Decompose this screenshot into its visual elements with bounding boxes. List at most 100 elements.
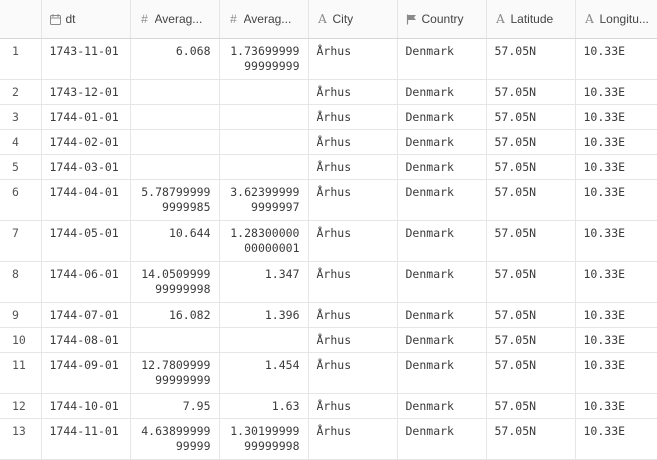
table-row[interactable]: 6 1744-04-01 5.787999999999985 3.6239999999… xyxy=(0,179,657,221)
average-temperature-cell[interactable] xyxy=(130,79,220,105)
table-row[interactable]: 9 1744-07-01 16.082 1.396 Århus Denmark 57.05N… xyxy=(0,302,657,328)
city-cell[interactable]: Århus xyxy=(308,154,398,180)
latitude-cell[interactable]: 57.05N xyxy=(486,79,576,105)
header-latitude[interactable]: A Latitude xyxy=(486,0,576,39)
average-temperature-cell[interactable]: 7.95 xyxy=(130,393,220,419)
table-row[interactable]: 12 1744-10-01 7.95 1.63 Århus Denmark 57.05N 10… xyxy=(0,393,657,419)
row-index-cell[interactable]: 13 xyxy=(0,418,42,460)
average-uncertainty-cell[interactable] xyxy=(219,79,309,105)
country-cell[interactable]: Denmark xyxy=(397,261,487,303)
city-cell[interactable]: Århus xyxy=(308,129,398,155)
average-temperature-cell[interactable]: 14.050999999999998 xyxy=(130,261,220,303)
date-cell[interactable]: 1744-02-01 xyxy=(41,129,131,155)
country-cell[interactable]: Denmark xyxy=(397,104,487,130)
date-cell[interactable]: 1744-06-01 xyxy=(41,261,131,303)
average-temperature-cell[interactable]: 5.787999999999985 xyxy=(130,179,220,221)
date-cell[interactable]: 1744-01-01 xyxy=(41,104,131,130)
country-cell[interactable]: Denmark xyxy=(397,154,487,180)
city-cell[interactable]: Århus xyxy=(308,352,398,394)
longitude-cell[interactable]: 10.33E xyxy=(575,129,657,155)
table-row[interactable]: 5 1744-03-01 Århus Denmark 57.05N 10.33E xyxy=(0,154,657,180)
row-index-cell[interactable]: 9 xyxy=(0,302,42,328)
date-cell[interactable]: 1744-05-01 xyxy=(41,220,131,262)
header-dt[interactable]: dt xyxy=(41,0,131,39)
longitude-cell[interactable]: 10.33E xyxy=(575,179,657,221)
city-cell[interactable]: Århus xyxy=(308,179,398,221)
country-cell[interactable]: Denmark xyxy=(397,302,487,328)
latitude-cell[interactable]: 57.05N xyxy=(486,393,576,419)
table-row[interactable]: 4 1744-02-01 Århus Denmark 57.05N 10.33E xyxy=(0,129,657,155)
row-index-cell[interactable]: 1 xyxy=(0,38,42,80)
city-cell[interactable]: Århus xyxy=(308,220,398,262)
average-uncertainty-cell[interactable]: 1.454 xyxy=(219,352,309,394)
latitude-cell[interactable]: 57.05N xyxy=(486,220,576,262)
row-index-cell[interactable]: 4 xyxy=(0,129,42,155)
average-uncertainty-cell[interactable]: 1.63 xyxy=(219,393,309,419)
average-uncertainty-cell[interactable]: 1.7369999999999999 xyxy=(219,38,309,80)
header-longitude[interactable]: A Longitu... xyxy=(575,0,657,39)
average-temperature-cell[interactable]: 16.082 xyxy=(130,302,220,328)
header-city[interactable]: A City xyxy=(308,0,398,39)
date-cell[interactable]: 1744-03-01 xyxy=(41,154,131,180)
country-cell[interactable]: Denmark xyxy=(397,129,487,155)
longitude-cell[interactable]: 10.33E xyxy=(575,418,657,460)
latitude-cell[interactable]: 57.05N xyxy=(486,154,576,180)
average-temperature-cell[interactable] xyxy=(130,104,220,130)
longitude-cell[interactable]: 10.33E xyxy=(575,79,657,105)
row-index-cell[interactable]: 7 xyxy=(0,220,42,262)
country-cell[interactable]: Denmark xyxy=(397,393,487,419)
latitude-cell[interactable]: 57.05N xyxy=(486,302,576,328)
date-cell[interactable]: 1744-10-01 xyxy=(41,393,131,419)
country-cell[interactable]: Denmark xyxy=(397,327,487,353)
latitude-cell[interactable]: 57.05N xyxy=(486,418,576,460)
average-uncertainty-cell[interactable] xyxy=(219,104,309,130)
city-cell[interactable]: Århus xyxy=(308,393,398,419)
country-cell[interactable]: Denmark xyxy=(397,220,487,262)
latitude-cell[interactable]: 57.05N xyxy=(486,38,576,80)
latitude-cell[interactable]: 57.05N xyxy=(486,327,576,353)
row-index-cell[interactable]: 12 xyxy=(0,393,42,419)
average-uncertainty-cell[interactable] xyxy=(219,154,309,180)
longitude-cell[interactable]: 10.33E xyxy=(575,327,657,353)
latitude-cell[interactable]: 57.05N xyxy=(486,179,576,221)
country-cell[interactable]: Denmark xyxy=(397,79,487,105)
country-cell[interactable]: Denmark xyxy=(397,418,487,460)
date-cell[interactable]: 1744-11-01 xyxy=(41,418,131,460)
city-cell[interactable]: Århus xyxy=(308,261,398,303)
row-index-cell[interactable]: 5 xyxy=(0,154,42,180)
city-cell[interactable]: Århus xyxy=(308,104,398,130)
longitude-cell[interactable]: 10.33E xyxy=(575,38,657,80)
table-row[interactable]: 13 1744-11-01 4.6389999999999 1.30199999999… xyxy=(0,418,657,460)
date-cell[interactable]: 1743-11-01 xyxy=(41,38,131,80)
date-cell[interactable]: 1744-08-01 xyxy=(41,327,131,353)
row-index-cell[interactable]: 6 xyxy=(0,179,42,221)
row-index-cell[interactable]: 3 xyxy=(0,104,42,130)
date-cell[interactable]: 1743-12-01 xyxy=(41,79,131,105)
city-cell[interactable]: Århus xyxy=(308,302,398,328)
date-cell[interactable]: 1744-04-01 xyxy=(41,179,131,221)
longitude-cell[interactable]: 10.33E xyxy=(575,302,657,328)
latitude-cell[interactable]: 57.05N xyxy=(486,261,576,303)
latitude-cell[interactable]: 57.05N xyxy=(486,129,576,155)
average-temperature-cell[interactable]: 10.644 xyxy=(130,220,220,262)
row-index-cell[interactable]: 10 xyxy=(0,327,42,353)
longitude-cell[interactable]: 10.33E xyxy=(575,154,657,180)
average-temperature-cell[interactable]: 6.068 xyxy=(130,38,220,80)
country-cell[interactable]: Denmark xyxy=(397,352,487,394)
table-row[interactable]: 1 1743-11-01 6.068 1.7369999999999999 Århus D… xyxy=(0,38,657,80)
row-index-cell[interactable]: 2 xyxy=(0,79,42,105)
country-cell[interactable]: Denmark xyxy=(397,179,487,221)
date-cell[interactable]: 1744-09-01 xyxy=(41,352,131,394)
table-row[interactable]: 3 1744-01-01 Århus Denmark 57.05N 10.33E xyxy=(0,104,657,130)
longitude-cell[interactable]: 10.33E xyxy=(575,352,657,394)
header-country[interactable]: Country xyxy=(397,0,487,39)
average-temperature-cell[interactable]: 4.6389999999999 xyxy=(130,418,220,460)
average-uncertainty-cell[interactable]: 1.347 xyxy=(219,261,309,303)
average-uncertainty-cell[interactable]: 3.623999999999997 xyxy=(219,179,309,221)
city-cell[interactable]: Århus xyxy=(308,327,398,353)
city-cell[interactable]: Århus xyxy=(308,79,398,105)
row-index-cell[interactable]: 11 xyxy=(0,352,42,394)
average-temperature-cell[interactable] xyxy=(130,327,220,353)
latitude-cell[interactable]: 57.05N xyxy=(486,104,576,130)
average-temperature-cell[interactable] xyxy=(130,129,220,155)
